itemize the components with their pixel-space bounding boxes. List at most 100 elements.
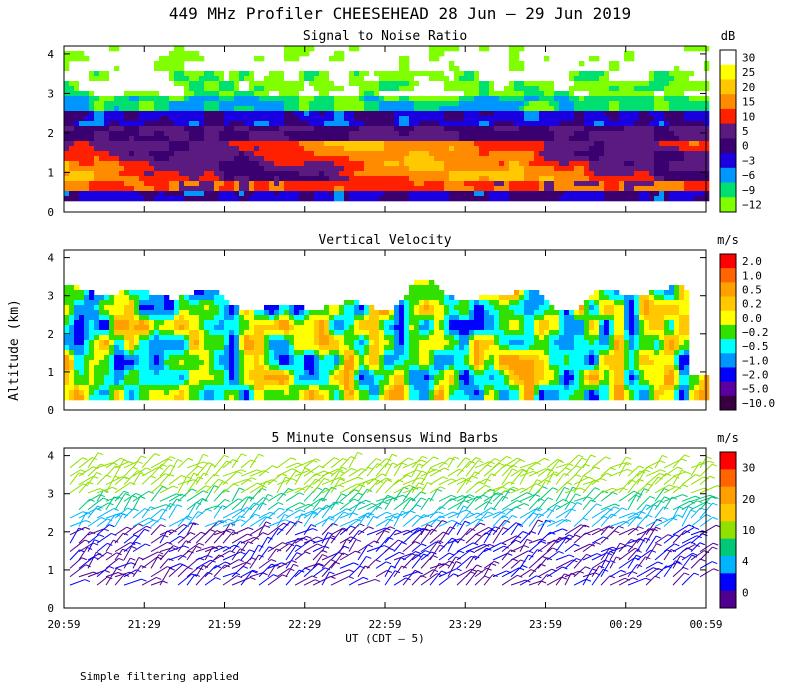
colorbar-label: −2.0 [742, 369, 769, 382]
colorbar-segment [720, 153, 736, 169]
y-tick-label: 3 [47, 290, 54, 303]
panel-vertical-velocity-colorbar-frame [719, 253, 737, 411]
colorbar-segment [720, 339, 736, 354]
colorbar-label: 0.2 [742, 298, 762, 311]
colorbar-segment [720, 452, 736, 470]
colorbar-segment [720, 324, 736, 340]
colorbar-segment [720, 79, 736, 95]
colorbar-label: −0.5 [742, 340, 769, 353]
colorbar-label: 30 [742, 462, 755, 475]
colorbar-segment [720, 521, 736, 540]
x-tick-label: 21:29 [128, 618, 161, 631]
colorbar-label: 25 [742, 66, 755, 79]
panel-wind-barbs-colorbar-unit: m/s [717, 431, 739, 445]
colorbar-segment [720, 395, 736, 411]
y-tick-label: 1 [47, 564, 54, 577]
colorbar-label: 4 [742, 555, 749, 568]
colorbar-label: 5 [742, 125, 749, 138]
x-tick-label: 20:59 [47, 618, 80, 631]
colorbar-label: −10.0 [742, 397, 775, 410]
y-axis-label: Altitude (km) [7, 299, 22, 401]
colorbar-segment [720, 486, 736, 505]
colorbar-segment [720, 282, 736, 298]
colorbar-label: 2.0 [742, 255, 762, 268]
colorbar-segment [720, 123, 736, 139]
x-tick-label: 00:59 [689, 618, 722, 631]
colorbar-segment [720, 381, 736, 397]
colorbar-label: −3 [742, 154, 755, 167]
panel-vertical-velocity-title: Vertical Velocity [318, 233, 451, 248]
x-tick-label: 00:29 [609, 618, 642, 631]
colorbar-label: 20 [742, 493, 755, 506]
colorbar-label: 20 [742, 81, 755, 94]
colorbar-label: 0 [742, 140, 749, 153]
panel-vertical-velocity-colorbar-unit: m/s [717, 233, 739, 247]
y-tick-label: 2 [47, 127, 54, 140]
y-tick-label: 4 [47, 48, 54, 61]
colorbar-segment [720, 590, 736, 609]
colorbar-segment [720, 94, 736, 110]
x-tick-label: 22:29 [288, 618, 321, 631]
colorbar-segment [720, 310, 736, 326]
panel-wind-barbs-colorbar-frame [719, 451, 737, 609]
colorbar-label: −0.2 [742, 326, 769, 339]
colorbar-segment [720, 367, 736, 383]
colorbar-segment [720, 108, 736, 125]
x-tick-label: 21:59 [208, 618, 241, 631]
velocity-heatmap [64, 280, 710, 401]
colorbar-segment [720, 504, 736, 522]
colorbar-label: 15 [742, 96, 755, 109]
colorbar-label: −6 [742, 169, 755, 182]
colorbar-label: 0.0 [742, 312, 762, 325]
colorbar-segment [720, 353, 736, 368]
colorbar-segment [720, 268, 736, 283]
panel-snr-colorbar-unit: dB [721, 29, 735, 43]
y-tick-label: 0 [47, 602, 54, 615]
y-tick-label: 4 [47, 252, 54, 265]
colorbar-segment [720, 538, 736, 557]
footer-note: Simple filtering applied [80, 670, 239, 683]
colorbar-segment [720, 254, 736, 269]
colorbar-segment [720, 556, 736, 574]
y-tick-label: 2 [47, 526, 54, 539]
y-tick-label: 2 [47, 328, 54, 341]
x-axis-label: UT (CDT – 5) [345, 632, 424, 645]
colorbar-label: 0.5 [742, 283, 762, 296]
y-tick-label: 0 [47, 206, 54, 219]
panel-snr-colorbar-frame [719, 49, 737, 213]
figure-title: 449 MHz Profiler CHEESEHEAD 28 Jun – 29 … [168, 4, 632, 23]
y-tick-label: 3 [47, 87, 54, 100]
colorbar-segment [720, 197, 736, 213]
y-tick-label: 1 [47, 166, 54, 179]
colorbar-label: −9 [742, 184, 755, 197]
colorbar-segment [720, 167, 736, 184]
colorbar-label: −5.0 [742, 383, 769, 396]
colorbar-label: 0 [742, 586, 749, 599]
x-tick-label: 22:59 [368, 618, 401, 631]
colorbar-label: 10 [742, 110, 755, 123]
panel-snr-title: Signal to Noise Ratio [303, 29, 467, 44]
colorbar-segment [720, 138, 736, 154]
colorbar-segment [720, 182, 736, 198]
y-tick-label: 3 [47, 488, 54, 501]
colorbar-label: 1.0 [742, 269, 762, 282]
x-tick-label: 23:29 [449, 618, 482, 631]
panel-wind-barbs-title: 5 Minute Consensus Wind Barbs [272, 431, 499, 446]
y-tick-label: 0 [47, 404, 54, 417]
colorbar-segment [720, 469, 736, 488]
colorbar-segment [720, 50, 736, 66]
colorbar-label: 10 [742, 524, 755, 537]
y-tick-label: 1 [47, 366, 54, 379]
x-tick-label: 23:59 [529, 618, 562, 631]
colorbar-segment [720, 573, 736, 592]
wind-barbs [69, 451, 723, 586]
y-tick-label: 4 [47, 450, 54, 463]
colorbar-label: −12 [742, 199, 762, 212]
colorbar-segment [720, 296, 736, 312]
snr-heatmap [64, 46, 710, 202]
colorbar-segment [720, 64, 736, 80]
colorbar-label: −1.0 [742, 354, 769, 367]
colorbar-label: 30 [742, 51, 755, 64]
